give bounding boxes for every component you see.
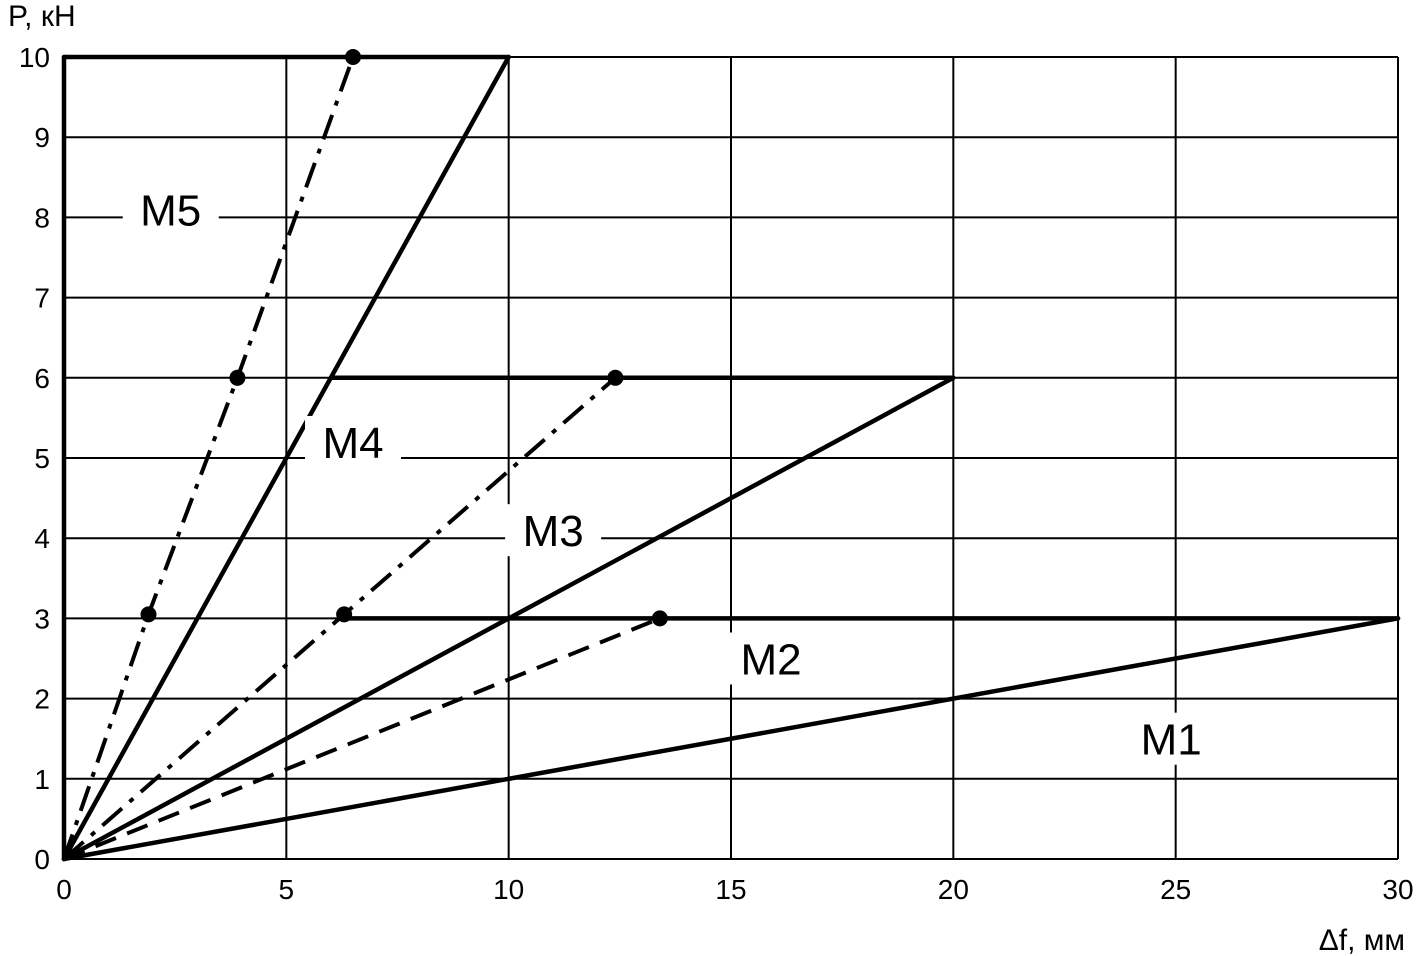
zone-label-background	[1123, 712, 1220, 765]
zone-labels: M1 M2 M3 M4 M5	[122, 183, 1220, 765]
zone-label-background	[723, 632, 820, 685]
x-tick-label: 25	[1160, 874, 1191, 905]
series-point	[345, 49, 362, 65]
tick-labels: 0 5 10 15 20 25 30 0 1 2 3 4 5 6 7 8 9 10	[19, 42, 1414, 905]
series-line	[62, 56, 355, 860]
y-tick-label: 9	[34, 122, 50, 153]
y-tick-label: 1	[34, 764, 50, 795]
series-point	[607, 369, 624, 386]
zone-label: M3	[523, 507, 584, 556]
zone-label-background	[122, 183, 219, 236]
series-point	[336, 606, 353, 623]
x-tick-label: 20	[938, 874, 969, 905]
y-tick-label: 10	[19, 42, 50, 73]
series-point	[229, 369, 246, 386]
series-line	[63, 616, 661, 861]
zone-label: M4	[322, 419, 383, 468]
x-axis-title: Δf, мм	[1319, 924, 1405, 956]
y-tick-label: 0	[34, 844, 50, 875]
y-tick-label: 2	[34, 684, 50, 715]
zone-label-background	[505, 504, 602, 557]
y-tick-label: 7	[34, 283, 50, 314]
y-tick-label: 8	[34, 202, 50, 233]
x-tick-label: 5	[279, 874, 295, 905]
x-tick-label: 15	[715, 874, 746, 905]
y-tick-label: 4	[34, 523, 50, 554]
zone-boundaries	[61, 54, 1401, 862]
y-tick-label: 5	[34, 443, 50, 474]
y-tick-label: 3	[34, 603, 50, 634]
zone-label: M2	[740, 636, 801, 685]
data-series	[62, 49, 668, 861]
zone-label: M1	[1141, 716, 1202, 765]
series-point	[140, 606, 157, 623]
zone-label-background	[305, 415, 402, 468]
y-tick-label: 6	[34, 363, 50, 394]
x-tick-label: 10	[493, 874, 524, 905]
series-point	[651, 610, 668, 627]
zone-label: M5	[140, 186, 201, 235]
boundary-line	[61, 54, 511, 862]
x-tick-label: 0	[56, 874, 72, 905]
x-tick-label: 30	[1382, 874, 1413, 905]
y-axis-title: P, кН	[8, 0, 76, 33]
boundary-line	[61, 616, 1401, 862]
